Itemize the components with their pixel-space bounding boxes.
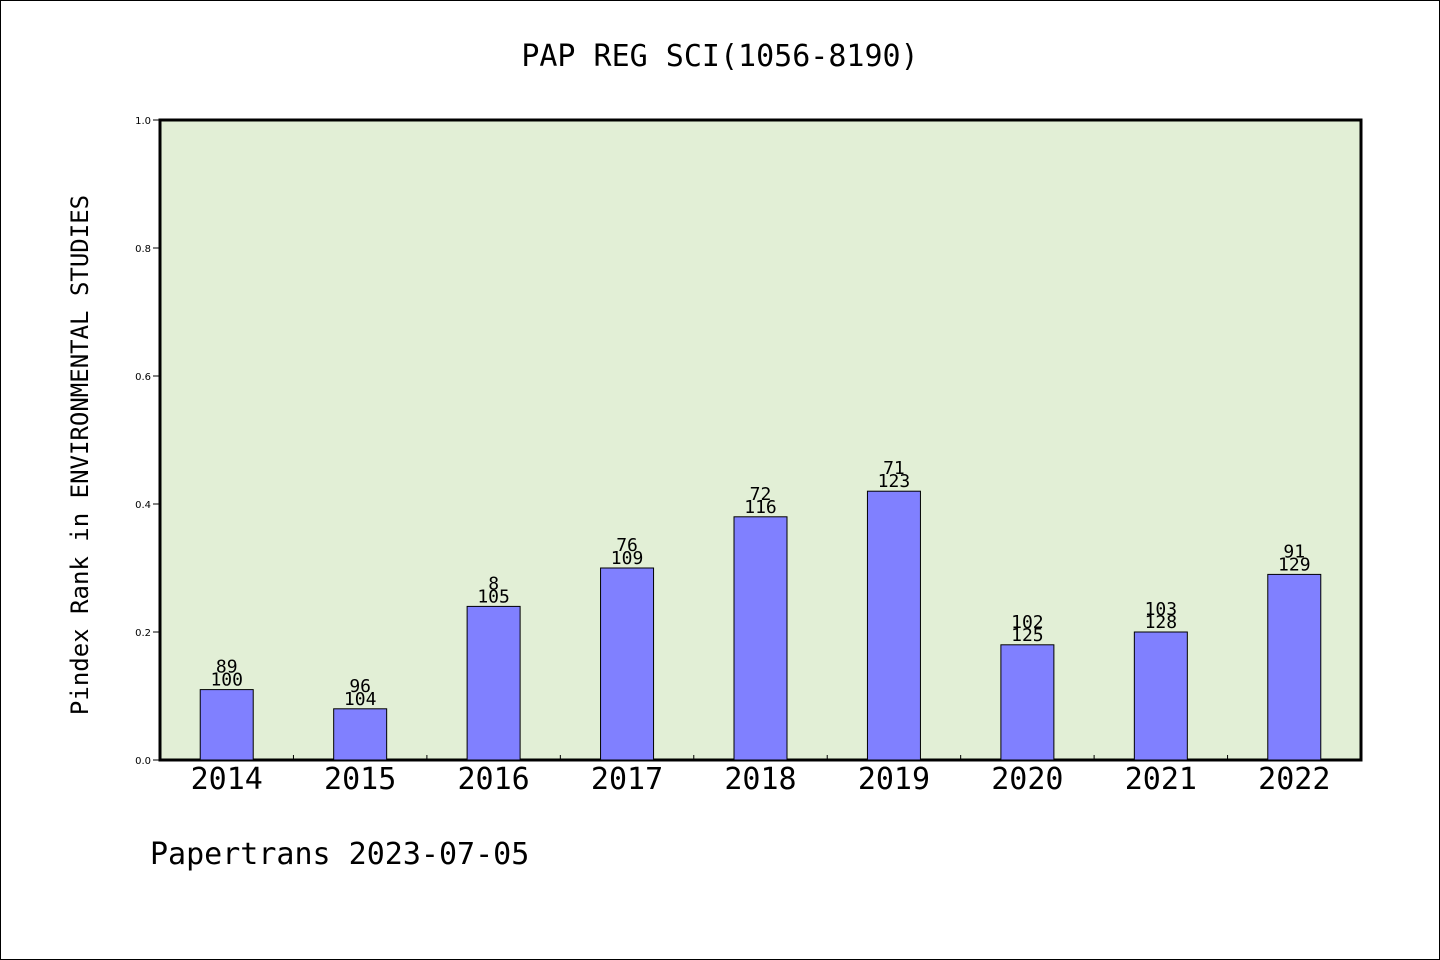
total-label: 116 — [744, 497, 777, 518]
bar-2018 — [733, 516, 788, 761]
y-tick-label: 0.2 — [135, 628, 151, 639]
x-tick-label: 2015 — [324, 762, 396, 797]
y-tick-label: 1.0 — [135, 116, 151, 127]
total-label: 128 — [1145, 612, 1178, 633]
bar-2016 — [466, 605, 521, 761]
rank-label: 91 — [1283, 541, 1305, 562]
x-axis: 2014 2015 2016 2017 2018 2019 2020 2021 2022 — [191, 755, 1330, 797]
x-tick-label: 2016 — [457, 762, 529, 797]
rank-label: 89 — [216, 657, 238, 678]
total-label: 129 — [1278, 554, 1311, 575]
bar-2021 — [1133, 631, 1188, 761]
total-label: 105 — [477, 586, 510, 607]
y-tick-label: 0.4 — [135, 500, 151, 511]
bar-2015 — [333, 708, 388, 761]
chart-title: PAP REG SCI(1056-8190) — [521, 39, 918, 74]
rank-label: 96 — [349, 676, 371, 697]
x-tick-label: 2022 — [1258, 762, 1330, 797]
x-tick-label: 2020 — [991, 762, 1063, 797]
rank-label: 103 — [1145, 599, 1178, 620]
bar-2014 — [199, 689, 254, 761]
x-tick-label: 2021 — [1125, 762, 1197, 797]
total-label: 100 — [210, 670, 243, 691]
bar-2017 — [600, 567, 655, 761]
x-tick-label: 2014 — [191, 762, 263, 797]
y-axis-label: Pindex Rank in ENVIRONMENTAL STUDIES — [66, 195, 94, 715]
x-tick-label: 2019 — [858, 762, 930, 797]
y-tick-label: 0.8 — [135, 244, 151, 255]
bar-2019 — [866, 490, 921, 761]
rank-label: 72 — [750, 484, 772, 505]
y-tick-label: 0.6 — [135, 372, 151, 383]
footer-text: Papertrans 2023-07-05 — [150, 837, 529, 872]
rank-label: 71 — [883, 458, 905, 479]
y-axis: 0.0 0.2 0.4 0.6 0.8 1.0 — [135, 116, 160, 767]
rank-label: 76 — [616, 535, 638, 556]
x-tick-label: 2018 — [724, 762, 796, 797]
total-label: 104 — [344, 689, 377, 710]
total-label: 125 — [1011, 625, 1044, 646]
total-label: 109 — [611, 548, 644, 569]
x-tick-label: 2017 — [591, 762, 663, 797]
bar-2022 — [1267, 573, 1322, 761]
total-label: 123 — [878, 471, 911, 492]
rank-label: 102 — [1011, 612, 1044, 633]
bars — [199, 490, 1322, 761]
rank-label: 8 — [488, 573, 499, 594]
y-tick-label: 0.0 — [135, 756, 151, 767]
bar-2020 — [1000, 644, 1055, 761]
